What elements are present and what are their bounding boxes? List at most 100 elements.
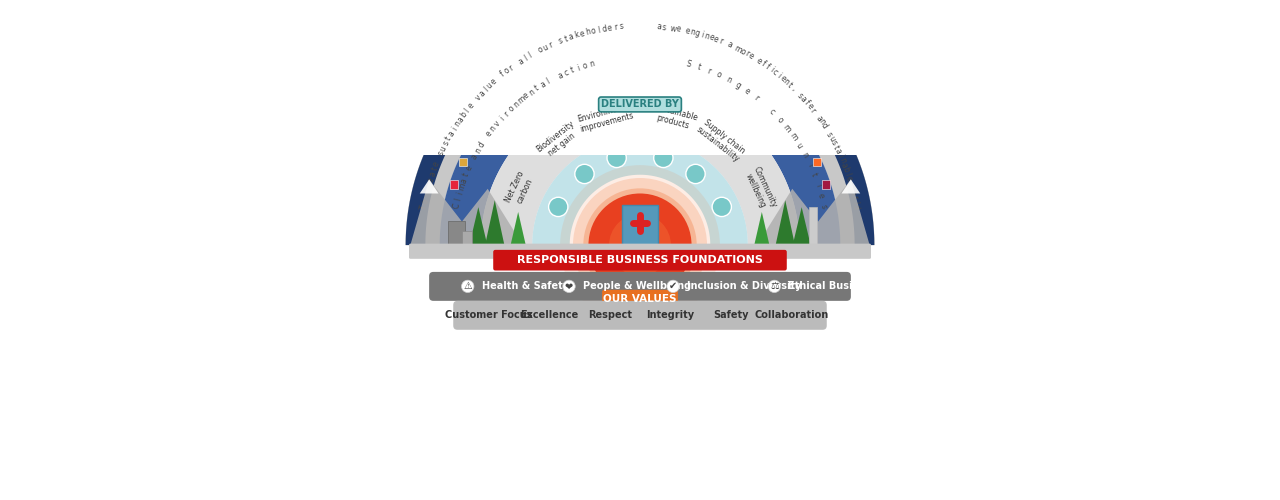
FancyBboxPatch shape [776,142,785,152]
Text: n: n [588,59,595,69]
Text: s: s [662,22,667,32]
FancyBboxPatch shape [470,137,479,145]
Text: o: o [420,198,430,204]
Text: g: g [694,28,701,38]
FancyBboxPatch shape [476,245,480,250]
Text: e: e [712,34,719,44]
Text: v: v [474,92,483,102]
Text: i: i [700,30,704,40]
Text: u: u [438,144,448,152]
Text: e: e [805,102,814,111]
Text: T: T [420,204,429,210]
Text: b: b [841,166,851,173]
Text: a: a [477,88,486,98]
Text: f: f [803,99,810,106]
Text: Net Zero
carbon: Net Zero carbon [504,170,536,208]
Text: RESPONSIBLE BUSINESS FOUNDATIONS: RESPONSIBLE BUSINESS FOUNDATIONS [517,255,763,265]
Text: c: c [563,68,570,78]
Text: a: a [460,176,468,184]
Text: ✔: ✔ [669,282,677,292]
Text: t: t [696,62,701,72]
Text: u: u [541,42,549,52]
Text: t: t [809,172,819,178]
Text: u: u [827,134,837,143]
FancyBboxPatch shape [508,126,517,136]
Polygon shape [792,207,810,245]
Text: Collaboration: Collaboration [754,310,828,320]
FancyBboxPatch shape [731,98,740,108]
FancyBboxPatch shape [493,245,497,250]
Text: Integrity: Integrity [646,310,694,320]
Text: c: c [768,108,777,117]
Polygon shape [406,10,874,245]
FancyBboxPatch shape [602,290,678,308]
Text: a: a [428,170,438,178]
Text: ,: , [790,84,797,92]
Text: Ethical Business: Ethical Business [788,282,878,292]
Text: e: e [431,160,442,168]
FancyBboxPatch shape [801,137,810,145]
Text: w: w [669,24,677,34]
FancyBboxPatch shape [449,180,458,188]
Polygon shape [841,180,860,194]
Circle shape [686,164,705,184]
Text: f: f [759,60,767,68]
Text: e: e [844,175,854,182]
Text: l: l [463,106,471,114]
Text: d: d [602,24,607,34]
Text: t: t [563,34,570,43]
Text: t: t [534,84,541,93]
FancyBboxPatch shape [822,180,831,188]
Text: a: a [657,22,662,32]
Text: n: n [800,151,810,160]
Text: h: h [584,28,591,38]
Text: e: e [579,29,586,38]
FancyBboxPatch shape [458,158,467,166]
Text: t: t [444,135,453,142]
Text: e: e [607,24,613,33]
Text: Customer sustainability: Customer sustainability [515,30,625,88]
Text: a: a [726,40,733,50]
Text: t: t [570,66,576,75]
Text: i: i [768,66,774,74]
Polygon shape [532,138,748,245]
Polygon shape [411,180,522,245]
Text: r: r [613,22,617,32]
Text: m: m [457,182,467,192]
Text: m: m [733,44,744,55]
Text: a: a [568,32,575,42]
Text: OUR VALUES: OUR VALUES [603,294,677,304]
Circle shape [575,164,594,184]
Text: r: r [508,63,516,72]
Text: a: a [799,94,808,104]
Text: d: d [819,122,829,130]
Text: e: e [676,24,681,34]
Text: Environmental
improvements: Environmental improvements [576,100,635,134]
Text: People & Wellbeing: People & Wellbeing [582,282,691,292]
Text: s: s [557,36,564,46]
FancyBboxPatch shape [410,244,870,259]
Circle shape [667,280,680,292]
Circle shape [607,148,626,168]
Text: n: n [527,87,536,97]
Text: S: S [685,59,692,69]
Circle shape [712,198,731,216]
FancyBboxPatch shape [763,126,772,136]
Text: u: u [485,80,495,90]
Circle shape [654,148,673,168]
Text: n: n [511,100,521,110]
Text: e: e [685,26,691,36]
FancyBboxPatch shape [783,245,787,250]
Text: m: m [516,94,527,106]
FancyBboxPatch shape [493,250,787,270]
Text: e: e [484,130,494,138]
Text: l: l [453,198,463,202]
FancyBboxPatch shape [524,111,532,121]
Text: a: a [814,114,823,122]
Text: C: C [452,202,462,209]
Text: o: o [536,45,544,55]
Text: Health & Safety: Health & Safety [481,282,568,292]
Text: Biodiversity
net gain: Biodiversity net gain [535,119,582,162]
Text: n: n [452,120,462,128]
Circle shape [768,280,781,292]
